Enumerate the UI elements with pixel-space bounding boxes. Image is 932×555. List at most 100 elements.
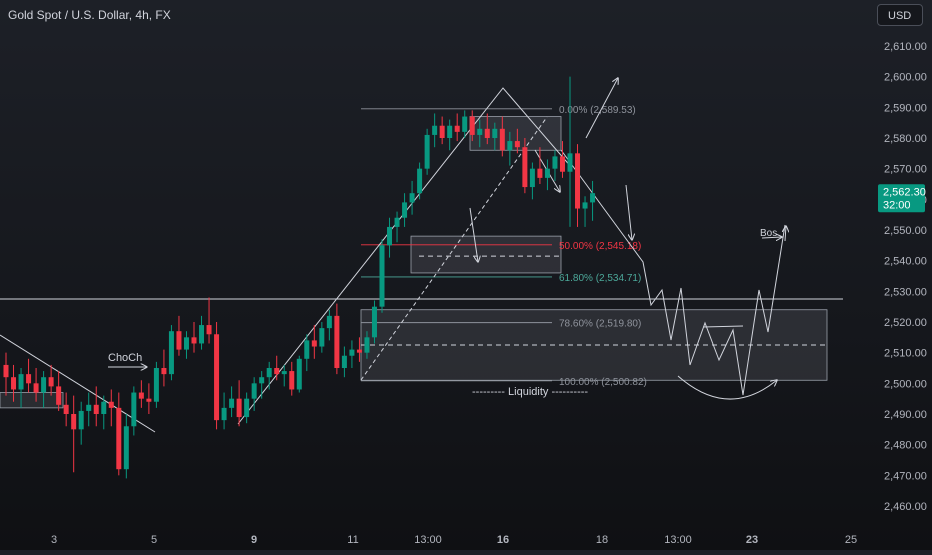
candle-body-44 bbox=[334, 315, 340, 368]
x-tick-label: 13:00 bbox=[414, 534, 442, 546]
candle-body-13 bbox=[101, 401, 107, 414]
y-tick-label: 2,610.00 bbox=[884, 41, 927, 53]
liquidity-sweep-curve bbox=[677, 375, 777, 400]
y-tick-label: 2,550.00 bbox=[884, 225, 927, 237]
candle-body-34 bbox=[259, 377, 265, 384]
candle-body-15 bbox=[116, 407, 122, 470]
candle-body-77 bbox=[582, 202, 588, 209]
candle-body-9 bbox=[71, 414, 77, 430]
down-arrow-left bbox=[469, 207, 478, 262]
y-tick-label: 2,520.00 bbox=[884, 317, 927, 329]
candle-body-58 bbox=[439, 125, 445, 138]
x-tick-label: 16 bbox=[497, 534, 509, 546]
candle-body-4 bbox=[33, 383, 39, 393]
current-price-badge bbox=[878, 184, 925, 213]
candle-body-75 bbox=[567, 153, 573, 172]
x-tick-label: 11 bbox=[347, 534, 358, 546]
projection-small-line bbox=[702, 325, 744, 328]
candle-body-76 bbox=[575, 153, 581, 209]
candle-body-43 bbox=[326, 315, 332, 329]
currency-button[interactable]: USD bbox=[877, 4, 923, 26]
candle-body-55 bbox=[417, 168, 423, 194]
candle-body-68 bbox=[514, 141, 520, 148]
candle-body-17 bbox=[131, 392, 137, 427]
candle-body-41 bbox=[311, 340, 317, 347]
candle-body-40 bbox=[304, 340, 310, 359]
y-tick-label: 2,510.00 bbox=[884, 348, 927, 360]
bos-arrow bbox=[785, 226, 786, 242]
candle-body-62 bbox=[469, 116, 475, 135]
candle-body-10 bbox=[78, 410, 84, 430]
candle-body-35 bbox=[266, 368, 272, 378]
dashed-trendline bbox=[360, 116, 548, 381]
candle-body-37 bbox=[281, 371, 287, 375]
candle-body-30 bbox=[229, 398, 235, 408]
candle-body-52 bbox=[394, 217, 400, 227]
candle-body-29 bbox=[221, 407, 227, 421]
candle-body-61 bbox=[462, 116, 468, 132]
candle-body-28 bbox=[214, 334, 220, 421]
candle-body-70 bbox=[529, 168, 535, 188]
candle-body-48 bbox=[364, 337, 370, 353]
candle-body-26 bbox=[199, 325, 205, 344]
candle-body-32 bbox=[244, 398, 250, 418]
liquidity-label: --------- Liquidity ---------- bbox=[472, 386, 588, 398]
up-arrow bbox=[585, 78, 618, 139]
candle-body-11 bbox=[86, 404, 92, 411]
y-tick-label: 2,490.00 bbox=[884, 409, 927, 421]
candle-body-66 bbox=[499, 128, 505, 151]
candle-body-38 bbox=[289, 371, 295, 390]
candle-body-72 bbox=[544, 168, 550, 178]
y-tick-label: 2,540.00 bbox=[884, 256, 927, 268]
candle-body-18 bbox=[138, 392, 144, 399]
x-tick-label: 23 bbox=[746, 534, 758, 546]
candle-body-1 bbox=[11, 377, 17, 390]
candle-body-2 bbox=[18, 374, 24, 390]
fib-label-4: 100.00% (2,500.82) bbox=[559, 377, 647, 388]
left-downtrend-line bbox=[0, 334, 156, 433]
candle-body-78 bbox=[590, 193, 596, 203]
fib-label-2: 61.80% (2,534.71) bbox=[559, 273, 641, 284]
candle-body-14 bbox=[108, 401, 114, 408]
candle-body-73 bbox=[552, 156, 558, 169]
candle-body-12 bbox=[93, 404, 99, 414]
candle-body-71 bbox=[537, 168, 543, 178]
y-tick-label: 2,580.00 bbox=[884, 133, 927, 145]
candle-body-0 bbox=[3, 364, 9, 378]
y-tick-label: 2,590.00 bbox=[884, 102, 927, 114]
bos-label: Bos bbox=[760, 228, 777, 239]
candle-body-50 bbox=[379, 245, 385, 307]
y-tick-label: 2,500.00 bbox=[884, 378, 927, 390]
candle-body-69 bbox=[522, 147, 528, 188]
mid-fvg-zone bbox=[410, 235, 562, 274]
candle-body-49 bbox=[371, 306, 377, 338]
candle-body-8 bbox=[63, 404, 69, 414]
candle-body-45 bbox=[341, 355, 347, 368]
candle-body-51 bbox=[387, 226, 393, 246]
candle-body-36 bbox=[274, 368, 280, 375]
candle-body-63 bbox=[477, 128, 483, 135]
candle-body-5 bbox=[41, 377, 47, 393]
x-tick-label: 18 bbox=[596, 534, 608, 546]
candle-body-24 bbox=[183, 337, 189, 350]
candle-body-3 bbox=[26, 374, 32, 384]
candle-body-65 bbox=[492, 128, 498, 138]
rally-trendline bbox=[237, 87, 573, 425]
candle-body-53 bbox=[402, 202, 408, 218]
fib-label-3: 78.60% (2,519.80) bbox=[559, 319, 641, 330]
y-tick-label: 2,460.00 bbox=[884, 501, 927, 513]
candle-body-74 bbox=[559, 156, 565, 172]
candle-body-64 bbox=[484, 128, 490, 138]
y-tick-label: 2,570.00 bbox=[884, 164, 927, 176]
candle-body-67 bbox=[507, 141, 513, 151]
fib-label-0: 0.00% (2,589.53) bbox=[559, 105, 636, 116]
countdown-label: 32:00 bbox=[883, 199, 911, 211]
candle-body-16 bbox=[123, 426, 129, 470]
candle-body-7 bbox=[56, 386, 62, 405]
symbol-title: Gold Spot / U.S. Dollar, 4h, FX bbox=[8, 8, 171, 22]
y-tick-label: 2,600.00 bbox=[884, 72, 927, 84]
projection-path bbox=[560, 149, 786, 396]
y-tick-label: 2,480.00 bbox=[884, 440, 927, 452]
